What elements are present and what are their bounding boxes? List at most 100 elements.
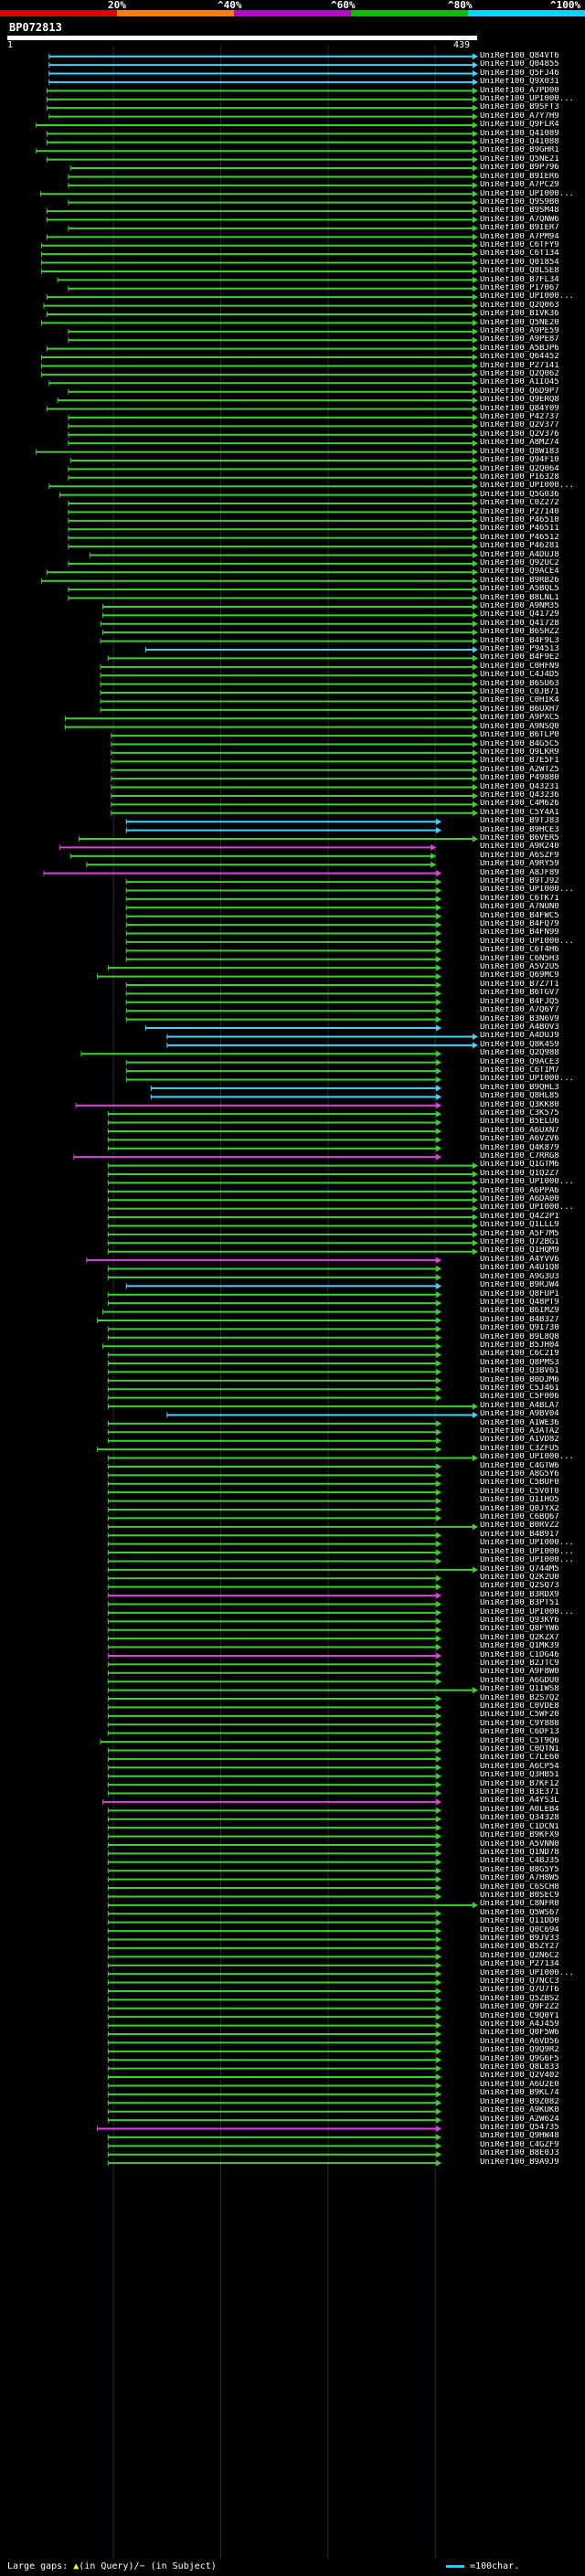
hit-label[interactable]: UniRef100_Q8FUP1: [480, 1289, 559, 1299]
hit-label[interactable]: UniRef100_B7Z7T1: [480, 980, 559, 989]
hit-label[interactable]: UniRef100_B4B327: [480, 1315, 559, 1324]
hit-label[interactable]: UniRef100_Q94F10: [480, 456, 559, 465]
hit-label[interactable]: UniRef100_B7KF12: [480, 1779, 559, 1788]
hit-label[interactable]: UniRef100_P46511: [480, 525, 559, 534]
hit-label[interactable]: UniRef100_B3PT51: [480, 1599, 559, 1608]
hit-label[interactable]: UniRef100_C6C2I9: [480, 1350, 559, 1359]
hit-label[interactable]: UniRef100_C9Q0Y1: [480, 2011, 559, 2020]
hit-label[interactable]: UniRef100_Q8FYW6: [480, 1625, 559, 1634]
hit-label[interactable]: UniRef100_Q69MC9: [480, 971, 559, 981]
hit-label[interactable]: UniRef100_UPI000...: [480, 1607, 574, 1617]
hit-label[interactable]: UniRef100_C6BQ67: [480, 1513, 559, 1522]
hit-label[interactable]: UniRef100_Q6D9P7: [480, 387, 559, 396]
hit-label[interactable]: UniRef100_Q84VT6: [480, 52, 559, 60]
hit-label[interactable]: UniRef100_Q0F5W6: [480, 2029, 559, 2038]
hit-label[interactable]: UniRef100_C4M626: [480, 800, 559, 809]
hit-label[interactable]: UniRef100_Q1GTM6: [480, 1161, 559, 1170]
hit-label[interactable]: UniRef100_Q34328: [480, 1814, 559, 1823]
hit-label[interactable]: UniRef100_A7PC29: [480, 181, 559, 190]
hit-label[interactable]: UniRef100_A7QNW6: [480, 215, 559, 224]
hit-label[interactable]: UniRef100_A7Q6Y7: [480, 1006, 559, 1015]
hit-label[interactable]: UniRef100_A1VD82: [480, 1436, 559, 1445]
hit-label[interactable]: UniRef100_Q2Q988: [480, 1049, 559, 1058]
hit-label[interactable]: UniRef100_C4GZF9: [480, 2140, 559, 2149]
hit-label[interactable]: UniRef100_Q8PMS3: [480, 1358, 559, 1367]
hit-label[interactable]: UniRef100_A6PPA6: [480, 1186, 559, 1195]
hit-label[interactable]: UniRef100_B0RVZ2: [480, 1521, 559, 1531]
hit-label[interactable]: UniRef100_C5V0T0: [480, 1487, 559, 1496]
hit-label[interactable]: UniRef100_A7Y7H9: [480, 111, 559, 121]
hit-label[interactable]: UniRef100_A9BV04: [480, 1410, 559, 1419]
hit-label[interactable]: UniRef100_A4DUJ8: [480, 550, 559, 559]
hit-label[interactable]: UniRef100_A4YS3L: [480, 1797, 559, 1806]
hit-label[interactable]: UniRef100_A8JF89: [480, 868, 559, 877]
hit-label[interactable]: UniRef100_Q2N6C2: [480, 1951, 559, 1960]
hit-label[interactable]: UniRef100_B8E0J3: [480, 2149, 559, 2158]
hit-label[interactable]: UniRef100_Q3KK80: [480, 1100, 559, 1109]
hit-label[interactable]: UniRef100_A4BLA7: [480, 1401, 559, 1410]
hit-label[interactable]: UniRef100_A7PM94: [480, 232, 559, 241]
hit-label[interactable]: UniRef100_B6UXH7: [480, 705, 559, 714]
hit-label[interactable]: UniRef100_B4FQ79: [480, 920, 559, 929]
hit-label[interactable]: UniRef100_Q41089: [480, 129, 559, 138]
hit-label[interactable]: UniRef100_B9TJ92: [480, 877, 559, 885]
hit-label[interactable]: UniRef100_Q744M5: [480, 1564, 559, 1574]
hit-label[interactable]: UniRef100_Q41728: [480, 619, 559, 628]
hit-label[interactable]: UniRef100_Q9ACE3: [480, 1057, 559, 1066]
hit-label[interactable]: UniRef100_A1IO45: [480, 378, 559, 387]
hit-label[interactable]: UniRef100_B9HCE3: [480, 825, 559, 834]
hit-label[interactable]: UniRef100_C5WF20: [480, 1711, 559, 1720]
hit-label[interactable]: UniRef100_Q4Z2P1: [480, 1212, 559, 1221]
hit-label[interactable]: UniRef100_UPI000...: [480, 1556, 574, 1565]
hit-label[interactable]: UniRef100_Q1HQM9: [480, 1246, 559, 1256]
hit-label[interactable]: UniRef100_P27141: [480, 361, 559, 370]
hit-label[interactable]: UniRef100_A9PXC5: [480, 714, 559, 723]
hit-label[interactable]: UniRef100_Q8L833: [480, 2063, 559, 2072]
hit-label[interactable]: UniRef100_Q9S9B0: [480, 197, 559, 207]
hit-label[interactable]: UniRef100_B4F9E2: [480, 653, 559, 663]
hit-label[interactable]: UniRef100_Q2Q063: [480, 301, 559, 310]
hit-label[interactable]: UniRef100_B4FJQ5: [480, 997, 559, 1006]
hit-label[interactable]: UniRef100_C7RRG8: [480, 1152, 559, 1161]
hit-label[interactable]: UniRef100_UPI000...: [480, 482, 574, 491]
hit-label[interactable]: UniRef100_A2WTZ5: [480, 765, 559, 774]
hit-label[interactable]: UniRef100_Q2Q062: [480, 370, 559, 379]
hit-label[interactable]: UniRef100_P49880: [480, 774, 559, 783]
hit-label[interactable]: UniRef100_C6SCH8: [480, 1882, 559, 1892]
hit-label[interactable]: UniRef100_Q8W183: [480, 447, 559, 456]
hit-label[interactable]: UniRef100_A4BOV3: [480, 1023, 559, 1032]
hit-label[interactable]: UniRef100_Q93KY6: [480, 1616, 559, 1625]
hit-label[interactable]: UniRef100_Q2KZX7: [480, 1633, 559, 1642]
hit-label[interactable]: UniRef100_A2W624: [480, 2115, 559, 2124]
hit-label[interactable]: UniRef100_B9QHL3: [480, 1083, 559, 1092]
hit-label[interactable]: UniRef100_C6TK71: [480, 894, 559, 903]
hit-label[interactable]: UniRef100_C1DG46: [480, 1650, 559, 1659]
hit-label[interactable]: UniRef100_B7E5F1: [480, 757, 559, 766]
hit-label[interactable]: UniRef100_C6T134: [480, 249, 559, 259]
hit-label[interactable]: UniRef100_UPI000...: [480, 885, 574, 895]
hit-label[interactable]: UniRef100_C8NFR0: [480, 1900, 559, 1909]
hit-label[interactable]: UniRef100_C6TFY9: [480, 240, 559, 249]
hit-label[interactable]: UniRef100_UPI000...: [480, 1453, 574, 1462]
hit-label[interactable]: UniRef100_Q7U7T6: [480, 1986, 559, 1995]
hit-label[interactable]: UniRef100_UPI000...: [480, 1539, 574, 1548]
hit-label[interactable]: UniRef100_Q2SQ73: [480, 1582, 559, 1591]
hit-label[interactable]: UniRef100_A6VD56: [480, 2037, 559, 2046]
hit-label[interactable]: UniRef100_P27140: [480, 507, 559, 516]
hit-label[interactable]: UniRef100_B9SM48: [480, 207, 559, 216]
hit-label[interactable]: UniRef100_UPI000...: [480, 1203, 574, 1213]
hit-label[interactable]: UniRef100_A6CP54: [480, 1762, 559, 1771]
hit-label[interactable]: UniRef100_Q1IHO5: [480, 1496, 559, 1505]
hit-label[interactable]: UniRef100_C4J4D5: [480, 671, 559, 680]
hit-label[interactable]: UniRef100_B6SHZ2: [480, 628, 559, 637]
hit-label[interactable]: UniRef100_A7H8W5: [480, 1874, 559, 1883]
hit-label[interactable]: UniRef100_B0DJM6: [480, 1375, 559, 1384]
hit-label[interactable]: UniRef100_P16328: [480, 472, 559, 482]
hit-label[interactable]: UniRef100_B4B917: [480, 1530, 559, 1539]
hit-label[interactable]: UniRef100_Q1LLL9: [480, 1221, 559, 1230]
hit-label[interactable]: UniRef100_Q9ERQ8: [480, 396, 559, 405]
hit-label[interactable]: UniRef100_A9KUK0: [480, 2106, 559, 2115]
hit-label[interactable]: UniRef100_A8G5Y6: [480, 1470, 559, 1479]
hit-label[interactable]: UniRef100_Q1Q2Z7: [480, 1169, 559, 1178]
hit-label[interactable]: UniRef100_Q41088: [480, 138, 559, 147]
